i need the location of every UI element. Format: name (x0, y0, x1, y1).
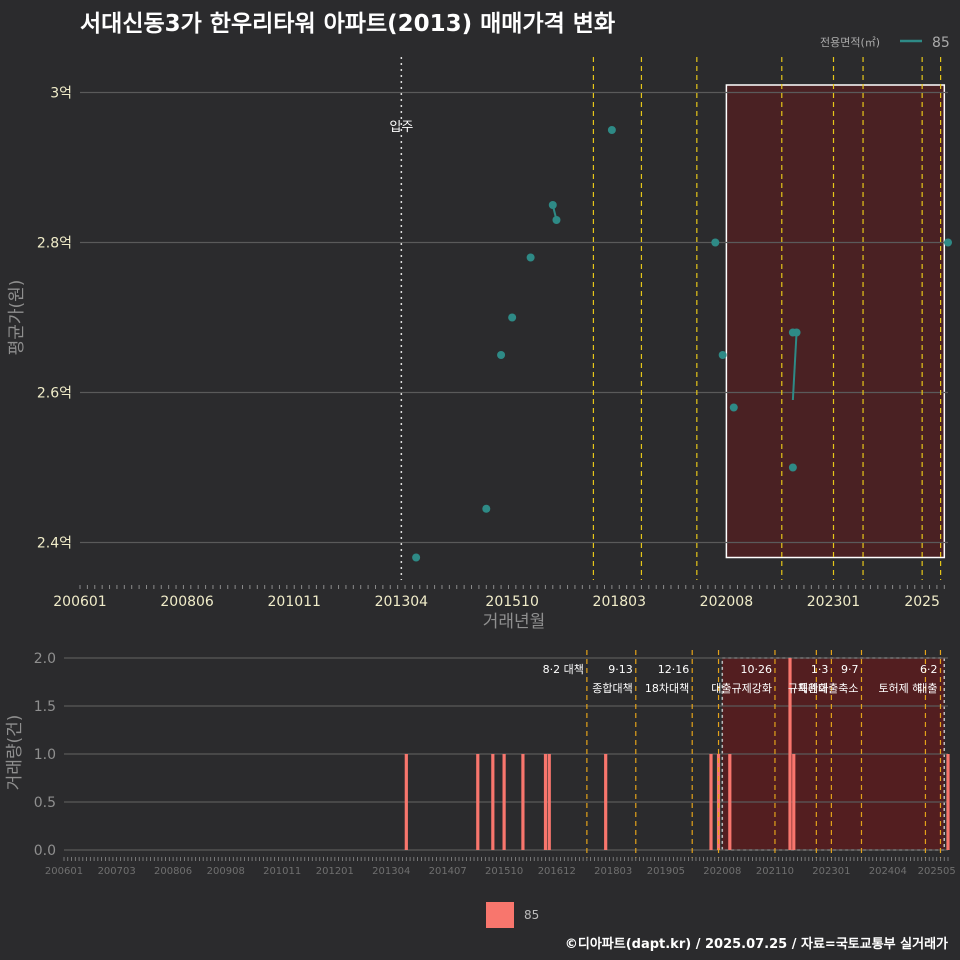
volume-bar (604, 754, 608, 850)
data-point (552, 216, 561, 224)
x-tick-label: 202301 (807, 594, 860, 610)
y-tick-label: 2.0 (34, 651, 56, 667)
x-tick-label: 201905 (647, 866, 685, 877)
data-point (729, 403, 738, 412)
legend-title: 전용면적(㎡) (820, 36, 880, 49)
x-tick-label: 201304 (375, 594, 429, 610)
policy-sublabel: 대출 (917, 682, 937, 695)
price-chart-panel: 2.4억 2.6억 2.8억 3억 200601 200806 201011 201304 20… (7, 57, 952, 632)
policy-sublabel: 18차대책 (645, 682, 689, 695)
data-point (944, 238, 952, 247)
volume-bar (709, 754, 713, 850)
bottom-legend: 85 (486, 902, 539, 928)
volume-bar (543, 754, 548, 850)
x-tick-label: 201510 (485, 594, 538, 610)
x-tick-label: 202008 (700, 594, 753, 610)
legend-bar-swatch (486, 902, 514, 928)
volume-bar (491, 754, 495, 850)
policy-label: 8·2 대책 (543, 663, 584, 676)
legend-bar-label: 85 (524, 908, 540, 922)
x-tick-label: 202301 (812, 866, 850, 877)
x-tick-label: 201011 (268, 594, 321, 610)
y-tick-label: 0.5 (34, 795, 56, 811)
volume-bar (502, 754, 506, 850)
data-point (788, 463, 797, 472)
x-tick-label: 202404 (869, 866, 907, 877)
x-tick-label: 202008 (703, 866, 741, 877)
data-point (508, 313, 517, 322)
y-tick-label: 3억 (50, 86, 72, 102)
policy-sublabel: 토허제 해 (878, 681, 922, 695)
volume-bar (404, 754, 408, 850)
y-tick-label: 2.8억 (37, 236, 72, 252)
y-tick-label: 1.5 (34, 699, 56, 715)
y-tick-label: 2.6억 (37, 386, 72, 402)
top-legend: 전용면적(㎡) 85 (820, 35, 950, 51)
policy-sublabel: 종합대책 (592, 682, 632, 695)
y-tick-label: 1.0 (34, 747, 56, 763)
x-tick-label: 202110 (756, 866, 794, 877)
x-tick-label: 201011 (263, 866, 301, 877)
volume-bar (521, 754, 525, 850)
x-tick-label: 200703 (98, 866, 136, 877)
policy-sublabel: 대출규제강화 (711, 682, 772, 695)
x-tick-label: 200601 (45, 866, 83, 877)
x-tick-label: 201510 (485, 866, 523, 877)
y-tick-label: 2.4억 (37, 536, 72, 552)
data-point (792, 328, 801, 337)
volume-chart-panel: 0.0 0.5 1.0 1.5 2.0 8·2 대책 9·13 종합대책 12·16 18차대책 1… (5, 650, 956, 877)
x-tick-label: 200908 (207, 866, 245, 877)
x-tick-label: 201612 (538, 866, 576, 877)
x-tick-label: 201803 (593, 594, 646, 610)
volume-bar (792, 754, 796, 850)
volume-bar (788, 658, 792, 850)
volume-bar (946, 754, 950, 850)
policy-label: 9·7 (841, 663, 859, 676)
legend-label: 85 (932, 35, 950, 51)
volume-bar (728, 754, 732, 850)
data-point (526, 253, 535, 262)
move-in-label: 입주 (389, 120, 413, 135)
y-tick-label: 0.0 (34, 843, 56, 859)
policy-label: 6·2 (920, 663, 938, 676)
data-point (718, 351, 727, 359)
data-point (711, 238, 720, 247)
x-tick-label: 201304 (372, 866, 410, 877)
x-tick-label: 201803 (594, 866, 632, 877)
source-footer: ©디아파트(dapt.kr) / 2025.07.25 / 자료=국토교통부 실… (564, 937, 948, 952)
x-tick-label: 200806 (160, 594, 214, 610)
volume-bar (476, 754, 480, 850)
x-tick-label: 200806 (154, 866, 192, 877)
highlight-region (725, 84, 946, 559)
policy-sublabel: 특례대출축소 (798, 682, 859, 695)
data-point (482, 504, 491, 513)
x-tick-label: 2025 (904, 594, 940, 610)
x-tick-label: 201407 (429, 866, 467, 877)
y-axis-title: 거래량(건) (5, 715, 25, 791)
volume-bar (716, 754, 721, 850)
data-point (412, 553, 421, 562)
series-line-segment (791, 332, 798, 401)
policy-label: 9·13 (608, 663, 633, 676)
policy-sublabel: 규제완화 (788, 682, 828, 695)
policy-label: 10·26 (740, 663, 772, 676)
policy-label: 12·16 (658, 663, 690, 676)
policy-label: 1·3 (811, 663, 829, 676)
chart-title: 서대신동3가 한우리타워 아파트(2013) 매매가격 변화 (80, 11, 616, 37)
data-point (607, 126, 616, 134)
x-axis-title: 거래년월 (483, 612, 546, 632)
x-tick-label: 201201 (316, 866, 354, 877)
data-point (548, 201, 557, 209)
x-tick-label: 202505 (918, 866, 956, 877)
x-tick-label: 200601 (53, 594, 106, 610)
data-point (497, 351, 506, 359)
volume-bar (547, 754, 551, 850)
y-axis-title: 평균가(원) (7, 280, 27, 356)
